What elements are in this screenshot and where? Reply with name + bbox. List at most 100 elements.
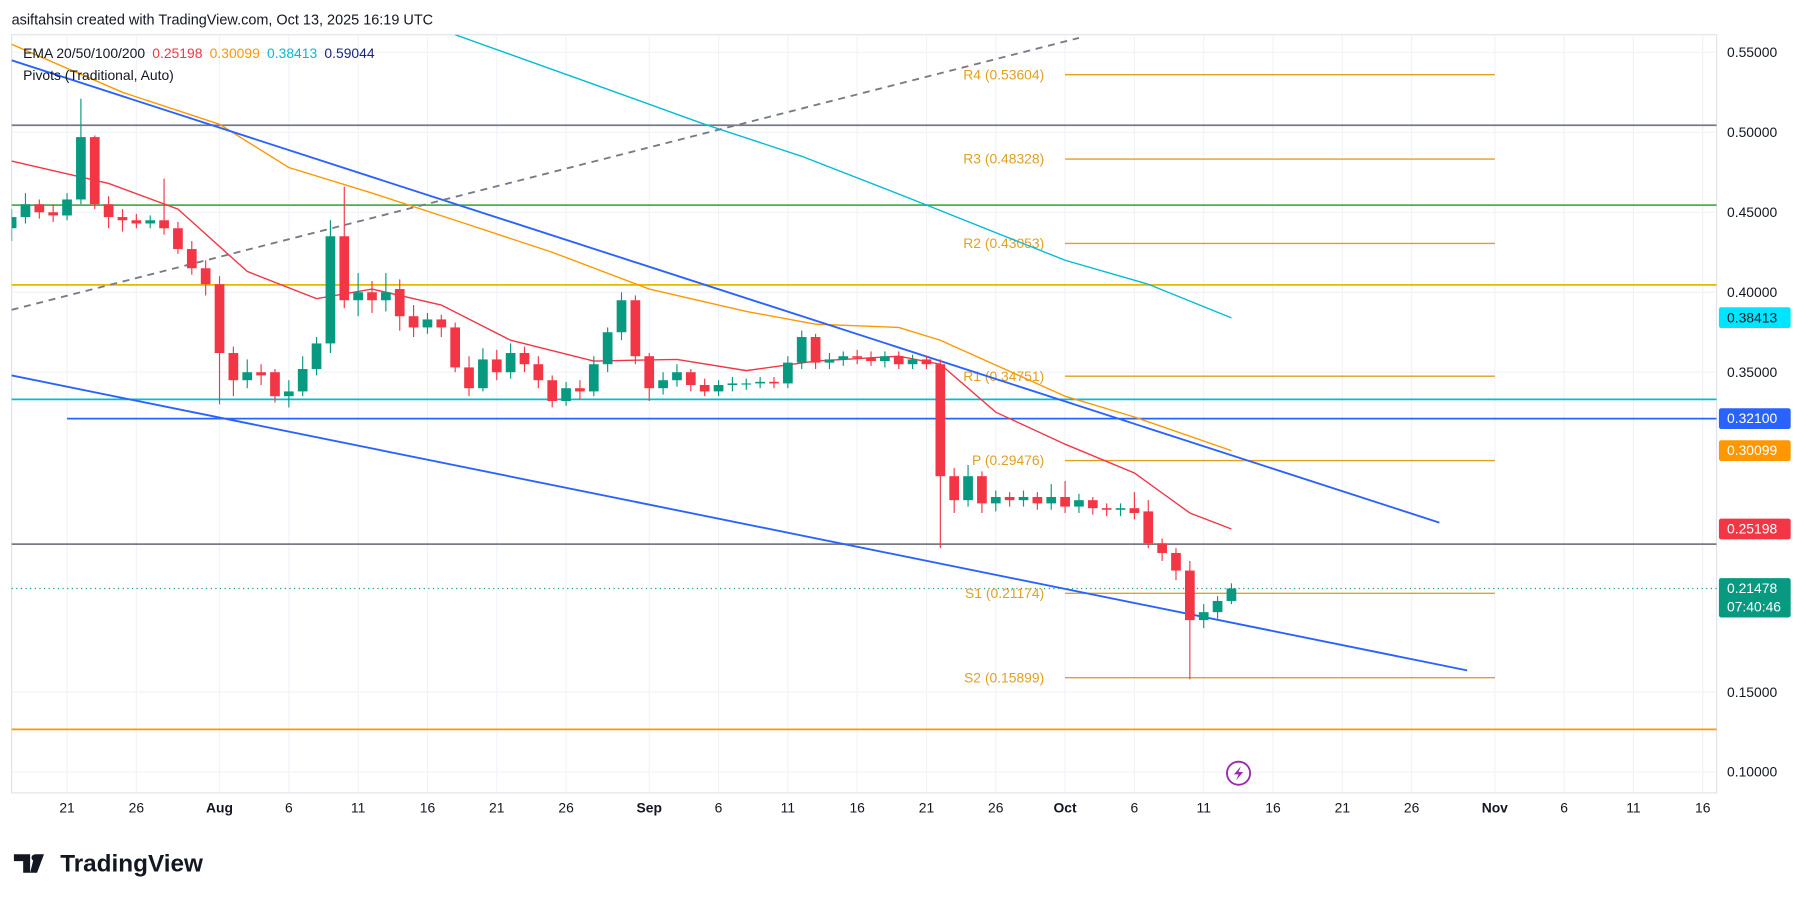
candle-body — [353, 292, 363, 301]
candle-body — [1101, 508, 1112, 510]
candle-body — [588, 364, 599, 392]
ema-line — [454, 34, 1232, 319]
candle-body — [436, 319, 447, 328]
price-badge-label: 0.32100 — [1727, 410, 1777, 426]
candle-body — [11, 217, 17, 229]
candle-body — [699, 385, 710, 392]
candle-body — [963, 476, 973, 501]
candle-body — [796, 337, 807, 363]
candle-body — [1212, 600, 1223, 613]
x-tick-label: 26 — [129, 800, 145, 816]
candle-body — [658, 380, 668, 389]
candle-body — [561, 388, 571, 402]
pivot-label: R4 (0.53604) — [963, 66, 1044, 82]
y-tick-label: 0.40000 — [1727, 284, 1777, 300]
candle-body — [297, 369, 308, 392]
x-tick-label: 6 — [1560, 800, 1568, 816]
price-badge-label: 0.30099 — [1727, 442, 1777, 458]
candle-body — [866, 357, 876, 362]
legend-ema-value: 0.25198 — [152, 45, 202, 61]
candle-body — [422, 319, 433, 328]
candle-body — [256, 372, 266, 376]
candle-body — [1129, 508, 1140, 513]
x-tick-label: 21 — [489, 800, 505, 816]
candle-body — [478, 359, 488, 389]
candle-body — [62, 199, 72, 216]
x-tick-label: 6 — [285, 800, 293, 816]
price-badge — [1718, 408, 1791, 430]
candle-body — [48, 212, 59, 216]
x-tick-label: 26 — [1404, 800, 1420, 816]
x-tick-label: 16 — [1695, 800, 1711, 816]
candle-body — [741, 383, 752, 385]
x-tick-label: 16 — [849, 800, 865, 816]
candle-body — [907, 359, 918, 365]
candle-body — [602, 332, 613, 365]
countdown-label: 07:40:46 — [1727, 599, 1781, 615]
y-tick-label: 0.50000 — [1727, 124, 1777, 140]
price-badge-label: 0.38413 — [1727, 309, 1777, 325]
candle-body — [977, 476, 987, 504]
y-tick-label: 0.45000 — [1727, 204, 1777, 220]
x-tick-label: Aug — [206, 800, 233, 816]
candle-body — [89, 137, 100, 205]
candle-body — [755, 381, 765, 384]
candle-body — [990, 496, 1001, 504]
candle-body — [1074, 500, 1084, 507]
pivot-label: S1 (0.21174) — [965, 585, 1044, 601]
candle-body — [880, 356, 890, 362]
candle-body — [1143, 511, 1154, 544]
candle-body — [630, 300, 641, 357]
plot-frame — [11, 34, 1718, 794]
x-tick-label: 16 — [1265, 800, 1281, 816]
candle-body — [1157, 543, 1167, 553]
candle-body — [131, 220, 142, 224]
candle-body — [76, 137, 86, 200]
candle-body — [824, 359, 835, 363]
candle-body — [20, 204, 31, 218]
candle-body — [381, 292, 391, 301]
pivot-label: R2 (0.43053) — [963, 235, 1044, 251]
candle-body — [159, 220, 169, 229]
legend-pivots: Pivots (Traditional, Auto) — [23, 67, 174, 83]
y-tick-label: 0.35000 — [1727, 364, 1777, 380]
pivot-label: S2 (0.15899) — [964, 669, 1044, 685]
candle-body — [270, 372, 280, 397]
price-badge — [1718, 518, 1791, 540]
candle-body — [394, 289, 405, 317]
candle-body — [214, 284, 225, 354]
x-tick-label: Sep — [637, 800, 662, 816]
price-badge — [1718, 307, 1791, 329]
candle-body — [464, 367, 474, 389]
brand: TradingView — [60, 851, 203, 878]
candle-body — [117, 217, 128, 221]
candle-body — [852, 356, 863, 358]
candle-body — [1032, 496, 1043, 504]
x-tick-label: 11 — [351, 800, 366, 816]
x-tick-label: 11 — [1197, 800, 1212, 816]
x-tick-label: 21 — [919, 800, 935, 816]
x-tick-label: 21 — [1335, 800, 1351, 816]
candle-body — [408, 316, 419, 328]
legend-ema-value: 0.38413 — [267, 45, 317, 61]
candle-body — [325, 236, 336, 344]
candle-body — [1171, 552, 1181, 571]
y-tick-label: 0.55000 — [1727, 44, 1777, 60]
candle-body — [810, 337, 821, 363]
candle-body — [367, 292, 377, 301]
candle-body — [685, 372, 696, 386]
candle-body — [103, 204, 114, 218]
candle-body — [339, 236, 350, 301]
pivot-label: R3 (0.48328) — [963, 151, 1044, 167]
candle-body — [533, 364, 544, 381]
x-tick-label: Oct — [1054, 800, 1078, 816]
candle-body — [519, 353, 530, 365]
candle-body — [228, 353, 239, 381]
price-badge-label: 0.25198 — [1727, 521, 1777, 537]
candle-body — [186, 249, 197, 269]
candle-body — [921, 359, 932, 365]
candle-body — [200, 268, 211, 285]
y-tick-label: 0.10000 — [1727, 764, 1777, 780]
x-tick-label: 26 — [558, 800, 574, 816]
last-price-badge — [1718, 578, 1791, 618]
